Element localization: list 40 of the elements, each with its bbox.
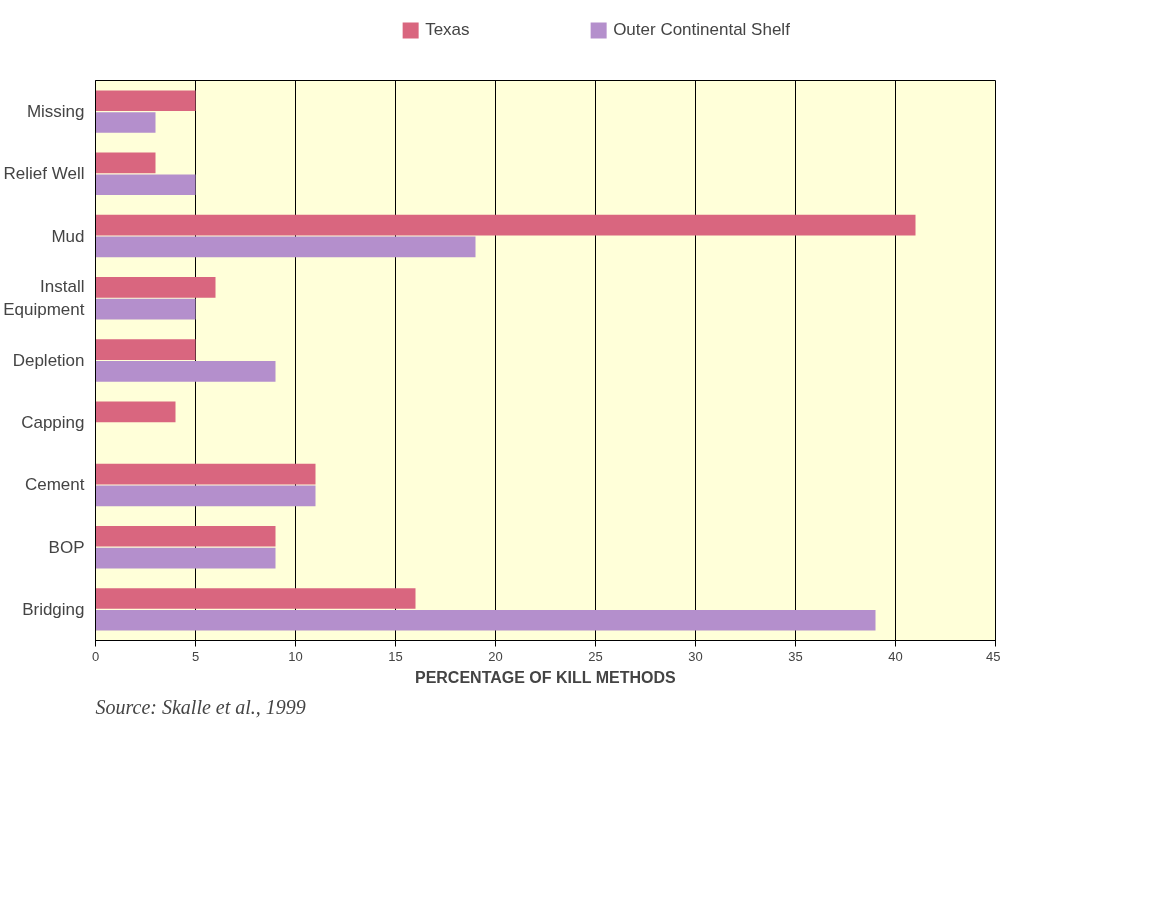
bar (95, 401, 176, 423)
bar (95, 236, 476, 258)
y-tick-label: Mud (51, 226, 85, 246)
bar (95, 277, 216, 298)
x-tick-label: 15 (388, 648, 403, 664)
x-tick-label: 0 (91, 648, 100, 664)
bar (95, 525, 276, 547)
x-tick-label: 25 (588, 648, 603, 664)
x-tick-label: 30 (688, 648, 703, 664)
legend-label: Outer Continental Shelf (613, 20, 790, 40)
y-tick-label: Install Equipment (3, 277, 85, 320)
y-tick-label: Relief Well (3, 164, 85, 184)
x-tick-label: 10 (288, 648, 303, 664)
bar (95, 152, 156, 174)
bar (95, 90, 196, 112)
y-tick-label: Missing (26, 102, 85, 122)
y-tick-label: Cement (24, 475, 85, 495)
bar (95, 298, 196, 320)
y-tick-label: Capping (21, 413, 85, 433)
x-tick-label: 5 (191, 648, 200, 664)
bar (95, 174, 196, 196)
bar (95, 609, 876, 631)
bar (95, 588, 416, 609)
bar (95, 214, 916, 236)
x-tick-label: 20 (488, 648, 503, 664)
x-axis-title: PERCENTAGE OF KILL METHODS (414, 668, 677, 686)
y-tick-label: BOP (48, 537, 85, 557)
bar (95, 339, 196, 360)
bar (95, 112, 156, 133)
x-tick-label: 35 (788, 648, 803, 664)
y-tick-label: Depletion (12, 351, 85, 370)
legend-label: Texas (425, 20, 471, 40)
bar (95, 463, 316, 485)
bar (95, 485, 316, 507)
y-tick-label: Bridging (22, 599, 85, 619)
x-tick-label: 45 (986, 648, 1001, 664)
bar (95, 361, 276, 382)
bar (95, 547, 276, 569)
x-tick-label: 40 (888, 648, 903, 664)
source-note: Source: Skalle et al., 1999 (95, 695, 306, 718)
